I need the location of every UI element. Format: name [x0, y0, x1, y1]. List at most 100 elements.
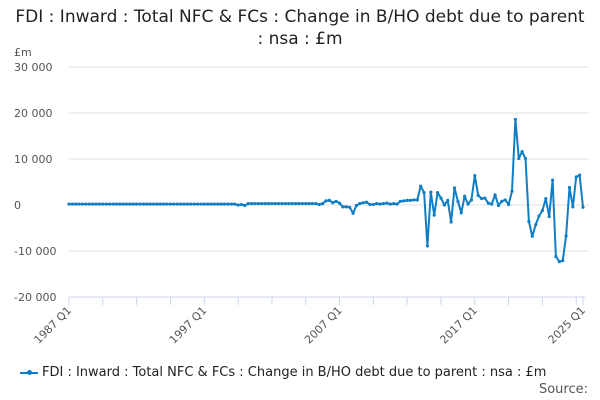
- data-point: [422, 190, 426, 195]
- data-point: [165, 202, 169, 206]
- data-point: [439, 196, 443, 200]
- chart-title-line-1: FDI : Inward : Total NFC & FCs : Change …: [15, 7, 585, 27]
- data-point: [402, 199, 406, 203]
- data-point: [398, 199, 402, 203]
- data-point: [446, 198, 450, 202]
- data-point: [239, 202, 244, 207]
- y-tick-label: -20 000: [14, 291, 56, 304]
- data-point: [463, 194, 467, 198]
- data-point: [408, 198, 413, 202]
- data-point: [297, 202, 301, 206]
- data-point: [209, 202, 213, 206]
- y-tick-label: 10 000: [14, 153, 53, 166]
- data-point: [337, 201, 342, 205]
- data-point: [371, 202, 375, 207]
- data-point: [172, 202, 176, 206]
- data-point: [425, 244, 430, 248]
- data-point: [466, 202, 470, 206]
- data-point: [94, 202, 98, 206]
- data-point: [432, 213, 436, 217]
- data-point: [212, 202, 217, 206]
- data-point: [270, 202, 274, 206]
- data-point: [507, 202, 511, 207]
- data-point: [135, 202, 139, 206]
- data-point: [341, 205, 345, 209]
- y-tick-label: 20 000: [14, 107, 53, 120]
- data-point: [490, 202, 494, 206]
- data-point: [452, 186, 457, 190]
- data-point: [84, 202, 88, 206]
- data-point: [419, 184, 423, 188]
- data-point: [107, 202, 112, 206]
- data-point: [561, 259, 565, 263]
- data-point: [395, 202, 399, 206]
- data-point: [405, 198, 409, 202]
- data-point: [459, 211, 463, 215]
- data-point: [442, 203, 446, 207]
- data-point: [185, 202, 189, 206]
- data-point: [101, 202, 105, 206]
- data-point: [557, 259, 561, 264]
- data-point: [131, 202, 135, 206]
- data-point: [513, 117, 517, 122]
- source-label: Source:: [538, 382, 588, 397]
- data-point: [236, 203, 240, 207]
- y-axis-label: £m: [14, 46, 32, 59]
- data-point: [314, 202, 318, 206]
- data-point: [253, 202, 257, 206]
- data-point: [449, 220, 453, 224]
- data-point: [104, 202, 108, 206]
- data-point: [138, 202, 142, 206]
- data-point: [216, 202, 220, 206]
- data-point: [537, 214, 541, 218]
- data-point: [206, 202, 210, 206]
- x-tick-label: 2007 Q1: [302, 304, 345, 347]
- data-point: [310, 202, 315, 206]
- legend-swatch-icon: [20, 370, 38, 375]
- data-point: [307, 202, 311, 206]
- data-point: [571, 205, 575, 209]
- data-point: [91, 202, 95, 206]
- data-point: [124, 202, 129, 206]
- data-point: [348, 205, 352, 209]
- data-point: [304, 202, 308, 206]
- data-point: [392, 202, 396, 206]
- y-tick-label: 30 000: [14, 61, 53, 74]
- data-point: [378, 202, 382, 206]
- data-point: [280, 202, 284, 206]
- data-point: [67, 202, 71, 206]
- data-point: [250, 202, 254, 206]
- data-point: [178, 202, 183, 206]
- x-tick-label: 1987 Q1: [32, 304, 75, 347]
- data-point: [412, 198, 416, 202]
- data-point: [534, 223, 538, 227]
- data-point: [581, 205, 585, 209]
- data-point: [361, 201, 365, 205]
- data-point: [293, 202, 298, 206]
- data-point: [283, 202, 288, 206]
- data-point: [476, 193, 480, 197]
- data-point: [148, 202, 152, 206]
- x-tick-label: 2017 Q1: [437, 304, 480, 347]
- data-point: [195, 202, 200, 206]
- data-point: [192, 202, 196, 206]
- data-point: [520, 150, 524, 154]
- data-point: [321, 202, 325, 206]
- data-point: [168, 202, 173, 206]
- legend[interactable]: FDI : Inward : Total NFC & FCs : Change …: [20, 365, 546, 380]
- data-point: [364, 200, 369, 204]
- data-point: [429, 190, 433, 194]
- data-point: [128, 202, 132, 206]
- data-point: [222, 202, 227, 206]
- data-point: [435, 190, 440, 195]
- x-tick-label: 2025 Q1: [546, 304, 589, 347]
- data-point: [246, 202, 250, 206]
- data-point: [574, 175, 578, 179]
- data-point: [158, 202, 162, 206]
- data-point: [287, 202, 291, 206]
- data-point: [70, 202, 74, 206]
- data-point: [530, 234, 534, 238]
- data-point: [517, 156, 521, 161]
- data-point: [415, 198, 419, 202]
- data-point: [578, 173, 582, 177]
